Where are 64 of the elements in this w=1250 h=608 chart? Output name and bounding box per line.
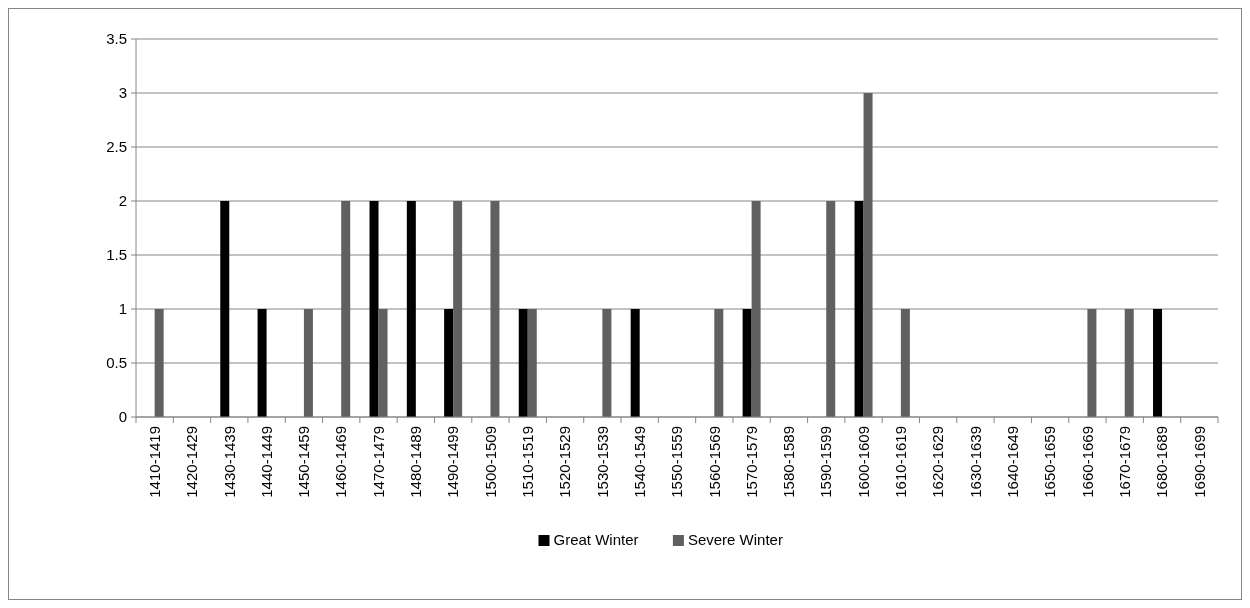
- bar: [751, 201, 761, 417]
- x-tick-label: 1480-1489: [407, 426, 425, 498]
- bar: [602, 309, 612, 417]
- bar: [453, 201, 463, 417]
- x-tick-label: 1500-1509: [481, 426, 499, 498]
- bar: [490, 201, 500, 417]
- x-tick-label: 1560-1569: [705, 426, 723, 498]
- x-tick-label: 1690-1699: [1190, 426, 1208, 498]
- x-tick-label: 1600-1609: [854, 426, 872, 498]
- bar: [630, 309, 640, 417]
- y-tick-label: 2.5: [106, 138, 127, 156]
- x-tick-label: 1520-1529: [556, 426, 574, 498]
- x-tick-label: 1460-1469: [332, 426, 350, 498]
- bar: [742, 309, 752, 417]
- bar: [220, 201, 230, 417]
- bar: [714, 309, 724, 417]
- legend-label: Great Winter: [553, 531, 639, 549]
- x-tick-label: 1630-1639: [966, 426, 984, 498]
- x-tick-label: 1450-1459: [295, 426, 313, 498]
- y-tick-label: 3: [118, 84, 127, 102]
- bar: [1153, 309, 1163, 417]
- y-tick-label: 0.5: [106, 354, 127, 372]
- x-tick-label: 1650-1659: [1041, 426, 1059, 498]
- y-tick-label: 1: [118, 300, 127, 318]
- bar: [854, 201, 864, 417]
- x-tick-label: 1640-1649: [1004, 426, 1022, 498]
- x-tick-label: 1620-1629: [929, 426, 947, 498]
- bar: [303, 309, 313, 417]
- x-tick-label: 1610-1619: [892, 426, 910, 498]
- y-tick-label: 3.5: [106, 30, 127, 48]
- legend-label: Severe Winter: [687, 531, 783, 549]
- x-tick-label: 1510-1519: [519, 426, 537, 498]
- bar: [1087, 309, 1097, 417]
- bar: [257, 309, 267, 417]
- x-tick-label: 1530-1539: [593, 426, 611, 498]
- bar: [154, 309, 164, 417]
- bar: [826, 201, 836, 417]
- bar: [527, 309, 537, 417]
- y-tick-label: 2: [118, 192, 127, 210]
- x-tick-label: 1490-1499: [444, 426, 462, 498]
- x-tick-label: 1420-1429: [183, 426, 201, 498]
- x-tick-label: 1670-1679: [1115, 426, 1133, 498]
- bar: [863, 93, 873, 417]
- x-tick-label: 1550-1559: [668, 426, 686, 498]
- x-tick-label: 1540-1549: [630, 426, 648, 498]
- y-tick-label: 0: [118, 408, 127, 426]
- bar: [1124, 309, 1134, 417]
- bar: [900, 309, 910, 417]
- x-tick-label: 1470-1479: [369, 426, 387, 498]
- bar: [406, 201, 416, 417]
- bar: [369, 201, 379, 417]
- x-tick-label: 1580-1589: [780, 426, 798, 498]
- x-tick-label: 1430-1439: [220, 426, 238, 498]
- bar: [378, 309, 388, 417]
- bar: [518, 309, 528, 417]
- x-tick-label: 1660-1669: [1078, 426, 1096, 498]
- x-tick-label: 1440-1449: [257, 426, 275, 498]
- x-tick-label: 1570-1579: [742, 426, 760, 498]
- bar: [341, 201, 351, 417]
- x-tick-label: 1410-1419: [145, 426, 163, 498]
- x-tick-label: 1590-1599: [817, 426, 835, 498]
- bar: [444, 309, 454, 417]
- x-tick-label: 1680-1689: [1153, 426, 1171, 498]
- y-tick-label: 1.5: [106, 246, 127, 264]
